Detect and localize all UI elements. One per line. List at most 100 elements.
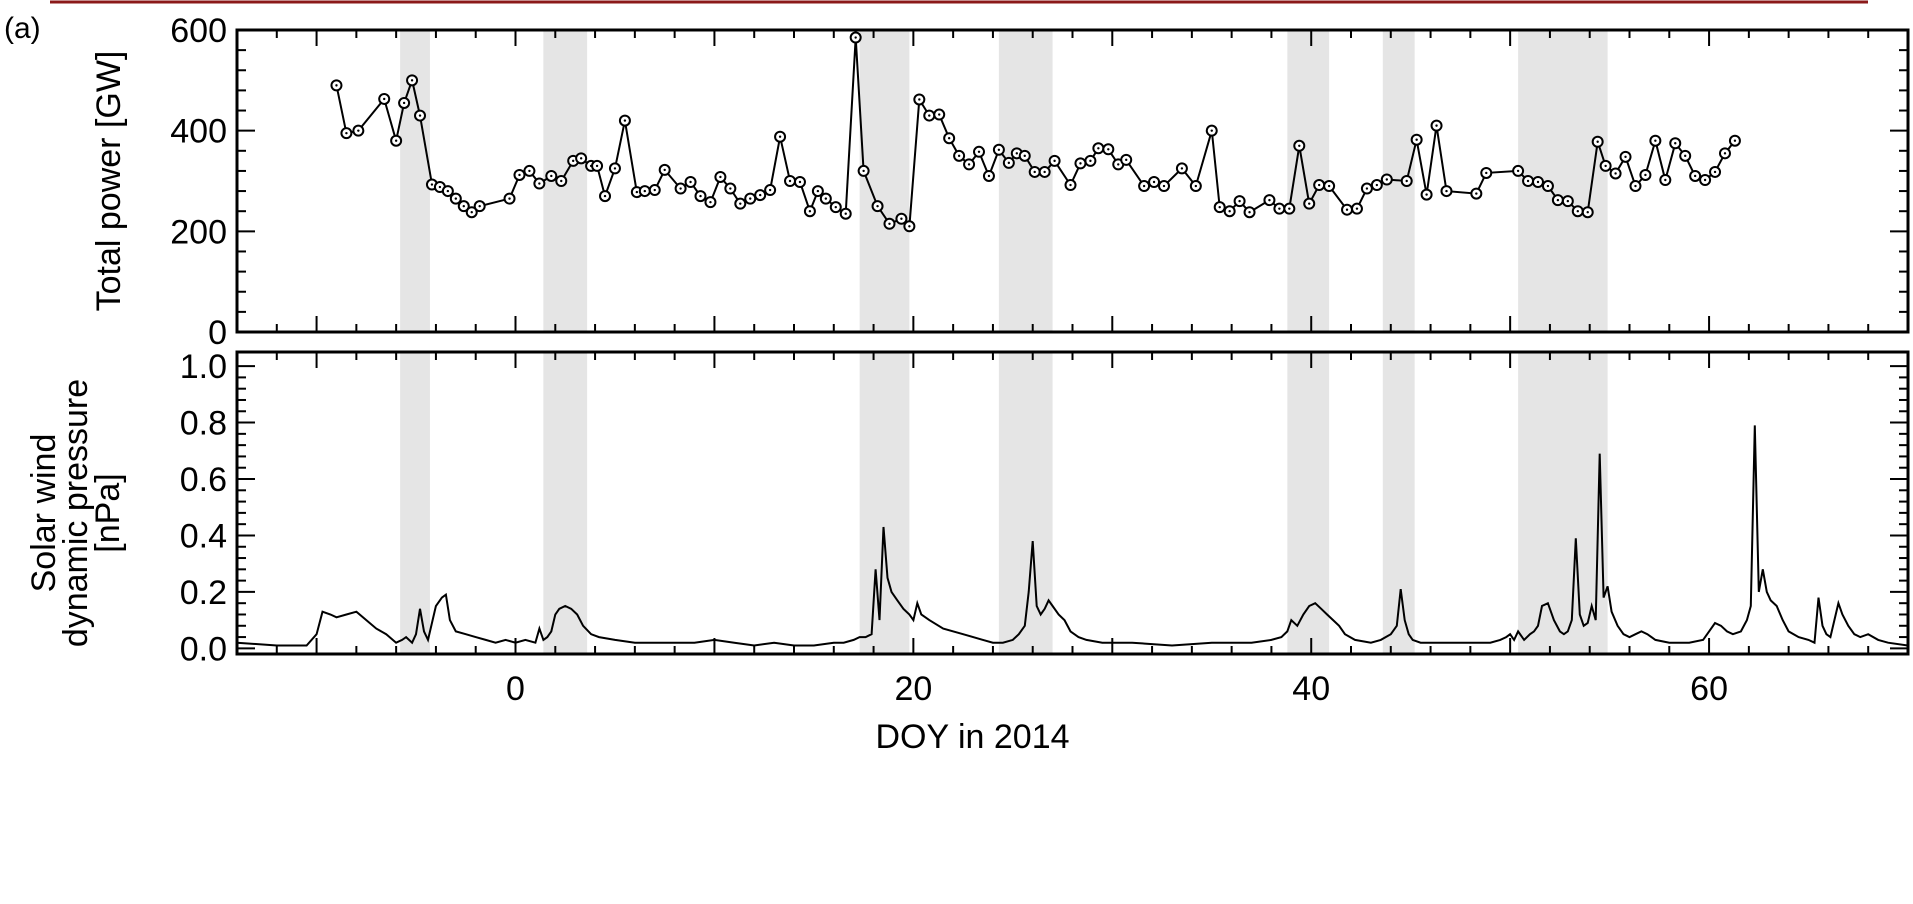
power-data-point-dot — [1596, 140, 1599, 143]
power-data-point-dot — [1733, 139, 1737, 142]
power-data-point-dot — [462, 204, 465, 208]
power-data-point-dot — [947, 137, 951, 140]
bottom-y-axis-title: Solar winddynamic pressure[nPa] — [25, 379, 127, 647]
pressure-panel: 0.0 0.2 0.4 0.6 0.8 1.0 0 20 40 60 Solar winddyn… — [25, 348, 1910, 756]
power-data-point-dot — [1674, 142, 1677, 145]
power-data-point-dot — [1180, 167, 1184, 170]
power-data-point-dot — [689, 180, 692, 184]
power-data-point-dot — [595, 164, 599, 168]
power-data-point-dot — [1604, 164, 1607, 168]
power-data-point-dot — [1365, 187, 1369, 190]
top-y-tick-label: 600 — [170, 12, 227, 50]
power-data-point-dot — [1218, 205, 1221, 209]
power-data-point-dot — [1425, 193, 1428, 196]
bot-y-tick-label: 0.0 — [180, 630, 227, 668]
power-data-point-dot — [394, 139, 398, 142]
power-data-point-dot — [1152, 180, 1156, 184]
power-data-point-dot — [679, 187, 682, 190]
power-data-point-dot — [888, 222, 891, 225]
power-data-point-dot — [1268, 198, 1271, 202]
power-data-point-dot — [1142, 184, 1146, 188]
power-data-point-dot — [345, 131, 348, 135]
power-data-point-dot — [1644, 173, 1647, 177]
top-shaded-region-3 — [998, 30, 1053, 332]
power-data-point-dot — [739, 202, 742, 205]
power-data-point-dot — [1664, 178, 1667, 182]
power-data-point-dot — [1415, 138, 1418, 141]
top-y-axis-title: Total power [GW] — [90, 51, 128, 312]
power-data-point-dot — [571, 159, 575, 163]
power-data-point-dot — [1089, 159, 1092, 163]
power-data-point-dot — [1475, 192, 1478, 195]
power-data-point-dot — [1385, 178, 1389, 181]
power-data-point-dot — [1445, 189, 1448, 193]
power-data-point-dot — [1097, 147, 1100, 150]
bottom-frame — [235, 350, 1910, 656]
power-data-point-dot — [1693, 174, 1697, 178]
power-data-point-dot — [1654, 139, 1657, 142]
power-data-point-dot — [1435, 124, 1438, 127]
power-data-point-dot — [1278, 207, 1281, 210]
power-data-point-dot — [808, 210, 812, 213]
power-data-point-dot — [1566, 199, 1570, 203]
power-data-point-dot — [663, 168, 666, 172]
power-data-point-dot — [900, 217, 903, 220]
power-data-point-dot — [402, 101, 406, 105]
power-data-point-dot — [528, 169, 531, 173]
power-data-point-dot — [538, 182, 541, 185]
power-data-point-dot — [579, 157, 583, 160]
power-data-point-dot — [1723, 152, 1727, 155]
power-data-point-dot — [1634, 184, 1637, 188]
bot-shaded-region-4 — [1287, 352, 1330, 654]
power-data-point-dot — [383, 97, 386, 101]
power-data-point-dot — [749, 197, 752, 200]
power-data-point-dot — [550, 174, 553, 178]
power-data-point-dot — [1069, 183, 1072, 187]
x-tick-label: 40 — [1292, 670, 1330, 708]
bottom-y-axis-title-line: dynamic pressure — [57, 379, 95, 647]
power-data-point-dot — [834, 205, 837, 209]
bot-y-tick-label: 0.8 — [180, 405, 227, 443]
power-data-point-dot — [438, 185, 442, 189]
bottom-y-axis-title-line: [nPa] — [89, 473, 127, 552]
power-data-point-dot — [1345, 208, 1349, 211]
x-tick-label: 0 — [506, 670, 525, 708]
power-data-point-dot — [1125, 158, 1128, 162]
bot-shaded-region-6 — [1518, 352, 1608, 654]
power-data-point-dot — [1298, 144, 1301, 147]
top-shaded-regions — [400, 30, 1608, 332]
power-data-point-dot — [1023, 154, 1026, 158]
power-data-point-dot — [603, 194, 607, 198]
power-data-point-dot — [335, 84, 338, 87]
x-tick-label: 20 — [894, 670, 932, 708]
power-data-point-dot — [1327, 184, 1331, 188]
x-tick-labels: 0 20 40 60 — [506, 670, 1728, 708]
top-y-tick-label: 400 — [170, 113, 227, 151]
power-data-point-dot — [1586, 211, 1589, 214]
power-data-point-dot — [518, 173, 521, 177]
power-data-point-dot — [816, 189, 820, 193]
power-data-point-dot — [1405, 179, 1408, 183]
power-data-point-dot — [1355, 207, 1359, 210]
power-data-point-dot — [623, 119, 627, 122]
power-data-point-dot — [1117, 163, 1120, 166]
power-data-point-dot — [635, 190, 639, 194]
x-tick-label: 60 — [1690, 670, 1728, 708]
power-data-point-dot — [768, 188, 772, 192]
panel-label: (a) — [4, 12, 41, 45]
power-data-point-dot — [997, 148, 1001, 151]
power-data-point-dot — [778, 135, 782, 138]
power-data-point-dot — [1162, 184, 1166, 188]
power-data-point-dot — [1007, 161, 1011, 165]
power-data-point-dot — [699, 194, 702, 198]
power-data-point-dot — [928, 114, 931, 117]
power-data-point-dot — [478, 204, 481, 208]
power-data-point-dot — [1375, 183, 1379, 187]
power-data-point-dot — [758, 193, 762, 197]
bottom-ticks — [236, 352, 1909, 654]
power-data-point-dot — [418, 114, 422, 117]
bottom-y-axis-title-line: Solar wind — [25, 434, 63, 593]
power-data-point-dot — [1624, 155, 1627, 159]
power-data-point-dot — [1684, 154, 1687, 158]
